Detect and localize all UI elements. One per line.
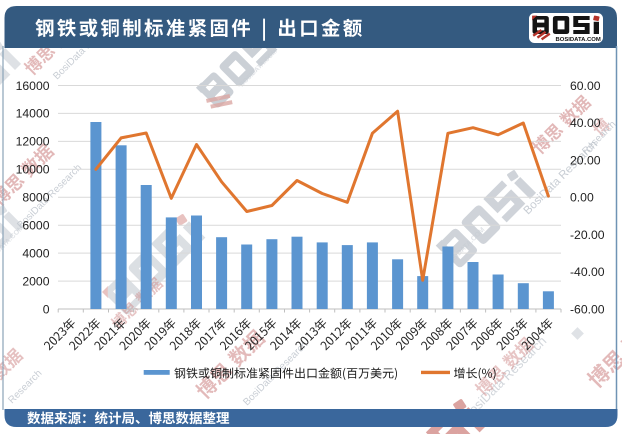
- svg-text:10000: 10000: [16, 163, 50, 177]
- svg-text:0.00: 0.00: [570, 191, 594, 205]
- svg-text:2000: 2000: [22, 274, 49, 288]
- svg-text:-40.00: -40.00: [570, 265, 605, 279]
- svg-text:6000: 6000: [22, 219, 49, 233]
- svg-text:4000: 4000: [22, 246, 49, 260]
- svg-text:16000: 16000: [16, 79, 50, 93]
- svg-text:14000: 14000: [16, 107, 50, 121]
- svg-text:-60.00: -60.00: [570, 302, 605, 316]
- svg-text:20.00: 20.00: [570, 153, 601, 167]
- svg-text:BOSIDATA.COM: BOSIDATA.COM: [556, 37, 601, 43]
- svg-text:40.00: 40.00: [570, 116, 601, 130]
- svg-text:12000: 12000: [16, 135, 50, 149]
- svg-text:8000: 8000: [22, 191, 49, 205]
- svg-text:0: 0: [43, 302, 50, 316]
- svg-text:-20.00: -20.00: [570, 228, 605, 242]
- svg-text:60.00: 60.00: [570, 79, 601, 93]
